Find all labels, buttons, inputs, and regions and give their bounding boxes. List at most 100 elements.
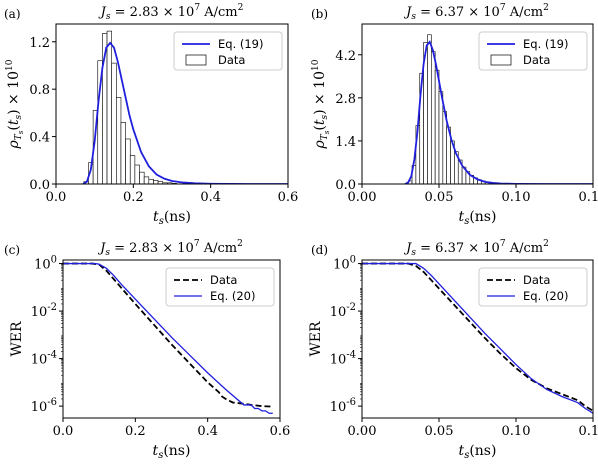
title-mantissa: = 6.37 × 10 — [416, 5, 500, 20]
curve-eq19 — [404, 40, 593, 184]
title-sub: s — [106, 12, 111, 22]
xlabel-t: t — [153, 443, 159, 459]
axes-frame — [62, 259, 281, 419]
y-tick-label: 0.0 — [29, 178, 50, 193]
y-tick-exponent: -4 — [346, 350, 356, 361]
ylabel-exp: 10 — [5, 59, 15, 71]
y-tick-base: 10 — [31, 400, 48, 415]
y-tick-label: 0.4 — [29, 131, 50, 146]
axes-frame — [361, 23, 594, 185]
y-tick-base: 10 — [330, 400, 347, 415]
y-tick-exponent: 0 — [350, 255, 356, 266]
title-unit-exp: 2 — [543, 3, 549, 13]
title-var: J — [97, 241, 106, 256]
title-unit: A/cm — [506, 241, 544, 256]
plot-area — [82, 30, 288, 184]
legend-label: Eq. (19) — [523, 37, 568, 51]
ylabel-rho: ρ — [6, 139, 22, 149]
y-tick-exponent: -6 — [47, 397, 57, 408]
y-tick-label: 2.8 — [335, 92, 356, 107]
xlabel-sub: s — [464, 450, 469, 461]
title-var: J — [98, 5, 107, 20]
histogram-bar — [111, 62, 117, 184]
x-tick-label: 0.6 — [270, 424, 291, 439]
x-tick-label: 0.00 — [348, 190, 377, 205]
y-tick-label: 10-6 — [31, 397, 57, 415]
y-tick-exponent: -2 — [47, 302, 57, 313]
y-tick-label: 0.0 — [335, 178, 356, 193]
title-unit: A/cm — [506, 5, 544, 20]
x-tick-label: 0.4 — [197, 424, 218, 439]
histogram-bar — [153, 180, 159, 184]
ylabel-paren: ( — [312, 125, 328, 130]
xlabel-unit: (ns) — [163, 443, 190, 459]
legend-swatch-box — [490, 54, 512, 66]
y-tick-label: 4.2 — [335, 49, 356, 64]
title-unit-exp: 2 — [238, 3, 244, 13]
y-tick-label: 10-6 — [330, 397, 356, 415]
title-exp: 7 — [194, 239, 200, 249]
ylabel-t-sub: s — [14, 115, 24, 120]
y-tick-base: 10 — [31, 353, 48, 368]
panel-label: (c) — [4, 243, 20, 257]
ylabel-t-sub: s — [320, 115, 330, 120]
panel-label: (b) — [311, 7, 328, 21]
series-line — [362, 262, 593, 412]
y-tick-label: 10-4 — [31, 350, 57, 368]
legend-swatch-box — [185, 54, 207, 66]
histogram-bar — [442, 111, 448, 184]
xlabel-t: t — [459, 443, 465, 459]
y-axis-label: ρTs(ts) × 1010 — [311, 59, 331, 149]
xlabel-sub: s — [158, 450, 163, 461]
chart-title: Js = 6.37 × 107 A/cm2 — [403, 3, 549, 22]
y-tick-exponent: -2 — [346, 302, 356, 313]
x-axis-label: ts(ns) — [459, 209, 497, 227]
panel-a: 0.0 0.2 0.4 0.6 0.0 0.4 0.8 1.2 Js = 2.83 × 107 … — [4, 3, 298, 227]
xlabel-t: t — [459, 209, 465, 225]
ylabel-t: t — [6, 119, 22, 125]
panel-label: (a) — [4, 7, 21, 21]
y-tick-exponent: -6 — [346, 397, 356, 408]
histogram-bar — [438, 91, 444, 184]
title-mantissa: = 6.37 × 10 — [416, 241, 500, 256]
y-axis-label: WER — [9, 321, 25, 357]
x-tick-label: 0.2 — [123, 190, 144, 205]
legend-label: Eq. (19) — [218, 37, 263, 51]
xlabel-sub: s — [464, 216, 469, 227]
series-line — [63, 262, 273, 408]
axes-frame — [361, 259, 594, 419]
xlabel-t: t — [153, 209, 159, 225]
legend-label: Eq. (20) — [210, 289, 255, 303]
histogram-bar — [116, 97, 122, 184]
ylabel-paren: ( — [6, 125, 22, 130]
y-tick-exponent: -4 — [47, 350, 57, 361]
legend-label: Data — [523, 53, 550, 67]
x-tick-label: 0.05 — [425, 424, 454, 439]
legend: Eq. (19) Data — [173, 31, 283, 71]
y-tick-label: 10-2 — [31, 302, 57, 320]
title-var: J — [403, 241, 412, 256]
ylabel-times: ) × 10 — [6, 71, 22, 115]
series-line — [63, 262, 273, 414]
y-tick-label: 100 — [333, 255, 356, 273]
y-axis-label: WER — [308, 321, 324, 357]
y-tick-label: 100 — [34, 255, 57, 273]
x-tick-label: 0.4 — [200, 190, 221, 205]
title-mantissa: = 2.83 × 10 — [110, 241, 194, 256]
chart-title: Js = 6.37 × 107 A/cm2 — [403, 239, 549, 258]
title-unit: A/cm — [200, 241, 238, 256]
x-tick-label: 0.10 — [502, 424, 531, 439]
x-tick-label: 0.05 — [425, 190, 454, 205]
x-tick-label: 0.0 — [53, 424, 74, 439]
title-sub: s — [411, 12, 416, 22]
x-tick-label: 0.00 — [348, 424, 377, 439]
y-tick-label: 1.2 — [29, 36, 50, 51]
y-tick-base: 10 — [330, 353, 347, 368]
xlabel-unit: (ns) — [469, 443, 496, 459]
plot-area — [63, 262, 273, 414]
curve-eq19 — [82, 41, 288, 184]
title-var: J — [403, 5, 412, 20]
x-tick-label: 0.2 — [125, 424, 146, 439]
